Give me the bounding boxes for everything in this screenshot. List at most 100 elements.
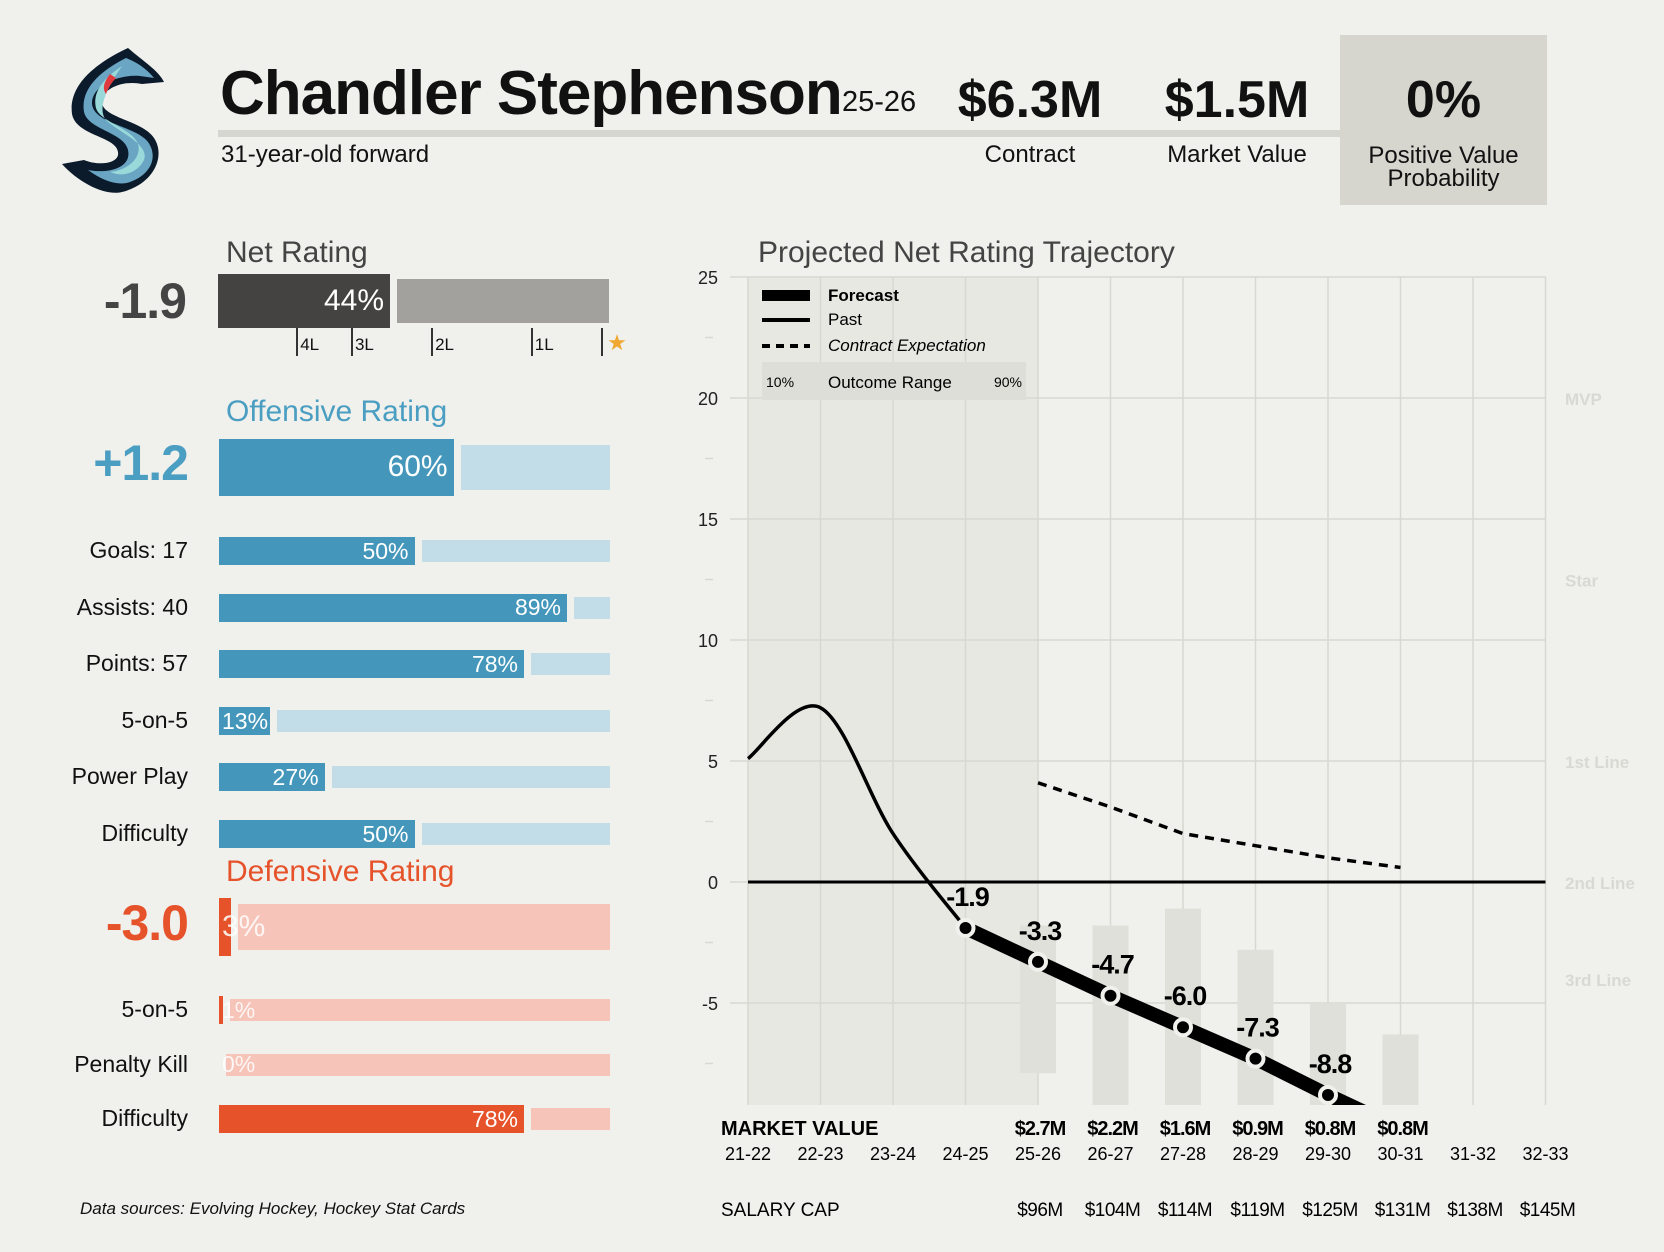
forecast-point (1100, 985, 1121, 1006)
tier-label: 1st Line (1565, 753, 1629, 772)
season-label: 25-26 (842, 86, 917, 118)
y-tick-label: -5 (702, 994, 718, 1014)
net-rating-bar: 44% (218, 274, 609, 328)
tier-tick (431, 328, 434, 356)
bar-track (421, 823, 610, 845)
forecast-point (1318, 1084, 1338, 1105)
tier-label: 4L (300, 335, 320, 354)
bar-fill (219, 593, 567, 622)
outcome-range-bar (1237, 949, 1274, 1105)
player-subtitle: 31-year-old forward (221, 141, 430, 168)
x-tick-label: 30-31 (1377, 1144, 1423, 1164)
legend-outcome-swatch (762, 362, 1026, 400)
forecast-value-label: -4.7 (1091, 950, 1134, 980)
bar-fill (219, 898, 231, 956)
y-tick-label: 0 (708, 873, 718, 893)
x-tick-label: 26-27 (1087, 1144, 1133, 1164)
offensive-rating-value: +1.2 (93, 435, 189, 491)
team-logo-icon (62, 48, 164, 193)
legend-outcome-label: Outcome Range (828, 373, 952, 392)
tier-label: 3rd Line (1565, 971, 1631, 990)
bar-track (460, 445, 610, 490)
offensive-row-bar: 50% (219, 537, 610, 565)
bar-fill (219, 706, 270, 735)
x-tick-label: 32-33 (1522, 1144, 1568, 1164)
x-tick-label: 25-26 (1015, 1144, 1061, 1164)
percentile-label: 50% (362, 537, 409, 564)
x-tick-label: 21-22 (725, 1144, 771, 1164)
header-divider (218, 130, 1340, 137)
offensive-row-label: Power Play (71, 763, 188, 790)
market-value: $1.5M (1164, 71, 1310, 129)
net-rating-title: Net Rating (226, 236, 368, 269)
y-tick-label: 15 (698, 510, 718, 530)
net-rating-tier-axis: 4L 3L 2L 1L ★ (218, 328, 627, 358)
x-tick-label: 27-28 (1160, 1144, 1206, 1164)
salary-cap-cell: $145M (1520, 1200, 1576, 1221)
positive-value-probability-label: Positive Value Probability (1340, 142, 1547, 192)
forecast-value-label: -8.8 (1309, 1049, 1353, 1079)
bar-track (573, 596, 610, 619)
market-value-cell: $0.8M (1377, 1118, 1428, 1140)
data-sources: Data sources: Evolving Hockey, Hockey St… (80, 1199, 466, 1218)
market-value-cell: $1.6M (1160, 1118, 1211, 1140)
bar-fill (219, 650, 524, 679)
bar-fill (219, 537, 415, 565)
bar-fill (218, 274, 391, 328)
legend-contract-label: Contract Expectation (828, 336, 986, 355)
bar-fill (219, 820, 415, 848)
legend-forecast-swatch (762, 290, 810, 301)
salary-cap-cell: $96M (1017, 1200, 1063, 1221)
market-value-cell: $2.7M (1015, 1118, 1066, 1140)
positive-value-probability-box (1340, 35, 1547, 205)
bar-track (331, 766, 610, 789)
salary-cap-cell: $119M (1230, 1200, 1284, 1221)
forecast-value-label: -7.3 (1236, 1013, 1280, 1043)
salary-cap-cell: $114M (1158, 1200, 1212, 1221)
forecast-point (1245, 1048, 1266, 1069)
offensive-row-label: Difficulty (101, 820, 189, 846)
offensive-row-bar: 50% (219, 820, 610, 848)
bar-track (421, 540, 610, 562)
legend-outcome-low: 10% (766, 374, 794, 390)
past-line (746, 704, 967, 930)
y-tick-label: 10 (698, 631, 718, 651)
tier-label: MVP (1565, 390, 1602, 409)
legend-outcome-high: 90% (994, 374, 1022, 390)
tier-label: 2L (435, 335, 455, 354)
offensive-row-bar: 89% (219, 593, 610, 622)
percentile-label: 78% (471, 650, 518, 677)
bar-track (276, 709, 610, 732)
defensive-row-label: Difficulty (101, 1105, 189, 1131)
contract-value: $6.3M (957, 71, 1103, 129)
salary-cap-cell: $125M (1302, 1200, 1358, 1221)
x-tick-label: 23-24 (870, 1144, 916, 1164)
percentile-label: 3% (222, 909, 266, 943)
bar-track (229, 999, 610, 1021)
tier-tick (601, 328, 604, 356)
market-value-label: Market Value (1167, 141, 1307, 168)
outcome-range-bar (1165, 908, 1201, 1105)
contract-expectation-line (1037, 781, 1401, 870)
market-value-cell: $0.8M (1305, 1118, 1356, 1140)
percentile-label: 0% (222, 1051, 256, 1078)
defensive-row-label: 5-on-5 (121, 996, 188, 1022)
pvp-label-line2: Probability (1387, 165, 1500, 192)
bar-fill (219, 763, 325, 792)
x-tick-label: 28-29 (1232, 1144, 1278, 1164)
offensive-row-bar: 13% (219, 706, 610, 735)
pvp-label-line1: Positive Value (1368, 142, 1519, 169)
offensive-row-label: Assists: 40 (76, 593, 188, 620)
market-value-cell: $0.9M (1232, 1118, 1283, 1140)
bar-track (237, 904, 610, 950)
defensive-row-label: Penalty Kill (74, 1050, 188, 1077)
bar-fill (219, 1105, 524, 1133)
percentile-label: 44% (324, 283, 385, 317)
offensive-rating-bar: 60% (219, 439, 610, 496)
outcome-range-bar (1092, 925, 1129, 1105)
tier-label: 1L (534, 335, 554, 354)
percentile-label: 89% (514, 594, 561, 621)
percentile-label: 50% (362, 820, 409, 847)
salary-cap-cell: $138M (1447, 1200, 1503, 1221)
